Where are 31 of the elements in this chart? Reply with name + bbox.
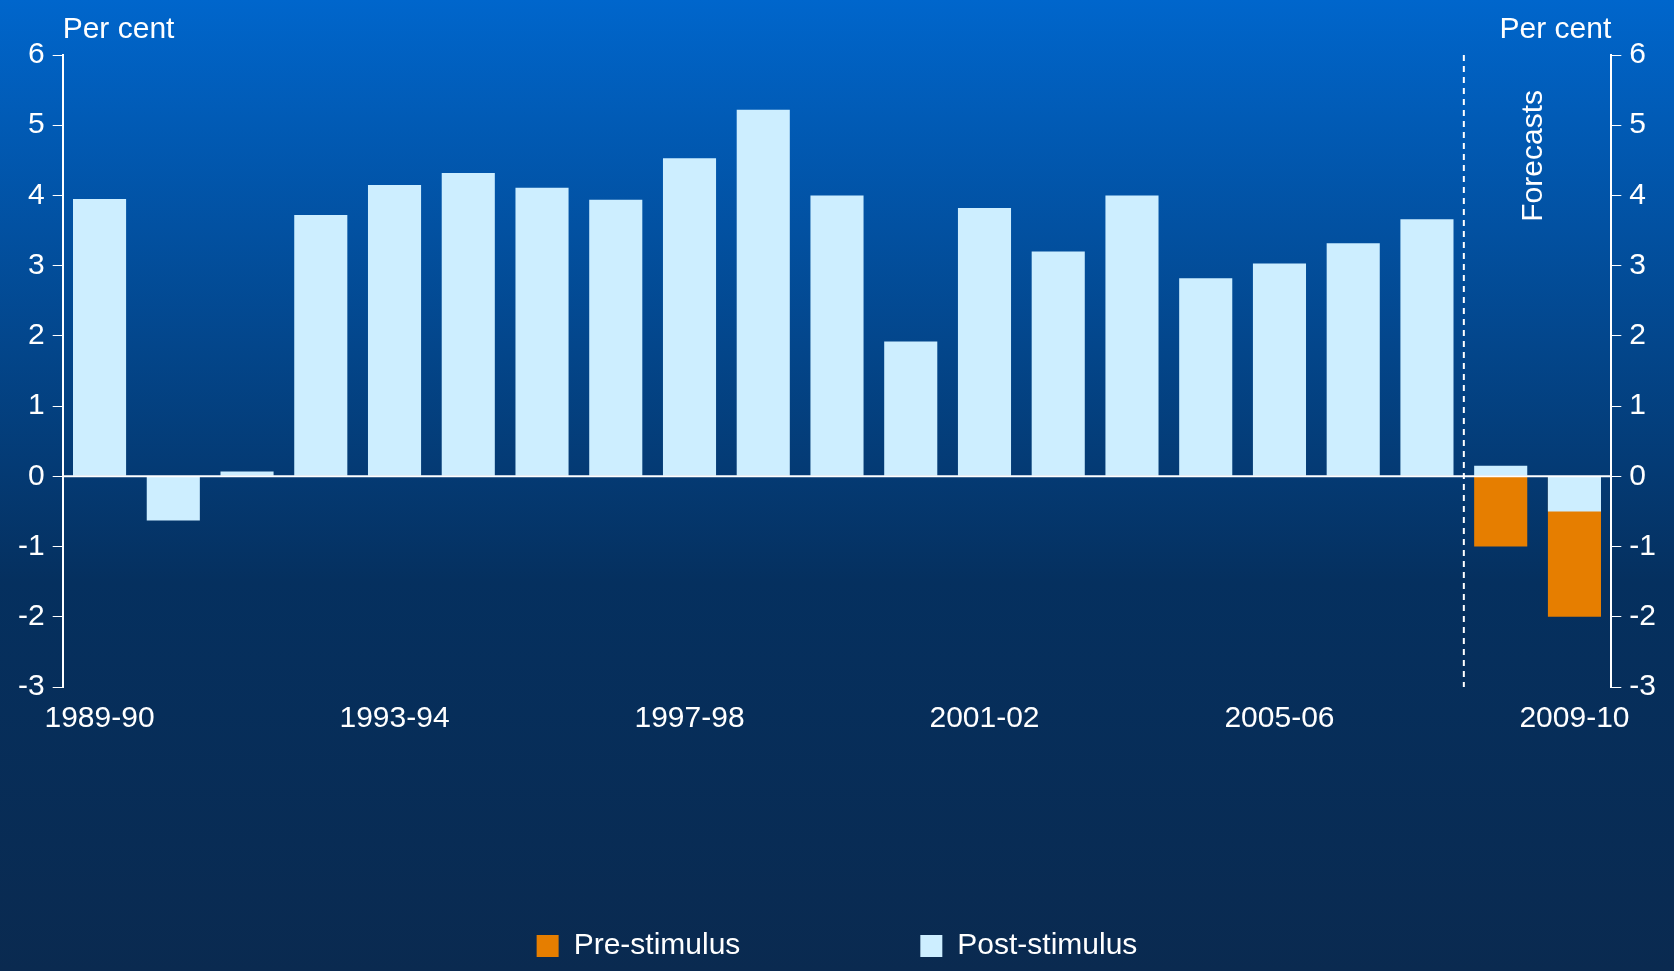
y-tick-label: 6 <box>27 36 45 70</box>
legend-label: Post-stimulus <box>957 927 1138 961</box>
y2-tick-label: 6 <box>1629 36 1647 70</box>
x-tick-label: 2001-02 <box>929 700 1040 734</box>
x-tick-label: 2009-10 <box>1519 700 1630 734</box>
y2-tick-label: -1 <box>1629 527 1657 561</box>
y2-tick-label: 2 <box>1629 317 1647 351</box>
y-tick-label: 2 <box>27 317 45 351</box>
x-tick-label: 1989-90 <box>44 700 155 734</box>
y-tick-label: -2 <box>17 598 45 632</box>
y-tick-label: 4 <box>27 176 45 210</box>
y2-tick-label: 1 <box>1629 387 1647 421</box>
y2-axis-title: Per cent <box>1499 11 1612 45</box>
y2-tick-label: 3 <box>1629 246 1647 280</box>
y-tick-label: 3 <box>27 246 45 280</box>
y2-tick-label: 0 <box>1629 457 1647 491</box>
y2-tick-label: -3 <box>1629 668 1657 702</box>
y-axis-title: Per cent <box>62 11 176 45</box>
legend-label: Pre-stimulus <box>573 927 741 961</box>
y-tick-label: 5 <box>27 106 45 140</box>
y-tick-label: -1 <box>17 527 45 561</box>
x-tick-label: 1993-94 <box>339 700 450 734</box>
y2-tick-label: 5 <box>1629 106 1647 140</box>
y2-tick-label: 4 <box>1629 176 1647 210</box>
y-tick-label: 0 <box>27 457 45 491</box>
annotation: Forecasts <box>1515 90 1549 222</box>
x-tick-label: 1997-98 <box>634 700 745 734</box>
y2-tick-label: -2 <box>1629 598 1657 632</box>
y-tick-label: -3 <box>17 668 45 702</box>
y-tick-label: 1 <box>27 387 45 421</box>
x-tick-label: 2005-06 <box>1224 700 1335 734</box>
